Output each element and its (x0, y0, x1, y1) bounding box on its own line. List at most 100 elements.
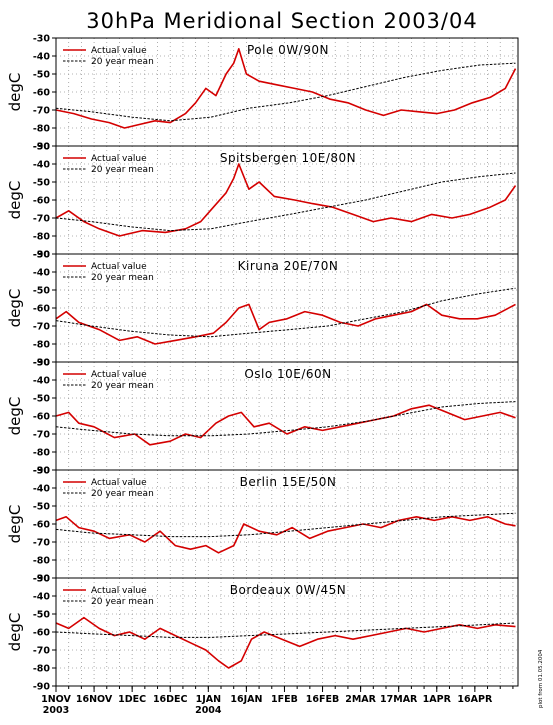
x-tick-label: 2MAR (345, 694, 376, 705)
y-tick-label: -40 (33, 484, 51, 495)
y-tick-label: -50 (33, 286, 51, 297)
y-tick-label: -50 (33, 394, 51, 405)
panel-0: -30 -40 -50 -60 -70 -80 -90 degC Actual value20 … (6, 34, 519, 153)
y-tick-label: -90 (33, 142, 51, 153)
panel-4: -30 -40 -50 -60 -70 -80 -90 degC Actual value20 … (6, 466, 519, 585)
y-tick-label: -70 (33, 538, 51, 549)
y-axis-label: degC (6, 505, 24, 544)
y-tick-label: -50 (33, 70, 51, 81)
panel-title: Spitsbergen 10E/80N (220, 151, 356, 165)
mean-line (55, 622, 516, 638)
legend-label: 20 year mean (91, 597, 154, 607)
y-tick-label: -30 (33, 358, 51, 369)
mean-line (55, 401, 516, 437)
legend-label: 20 year mean (91, 273, 154, 283)
legend-label: Actual value (91, 586, 147, 596)
y-tick-label: -30 (33, 574, 51, 585)
y-tick-label: -50 (33, 610, 51, 621)
y-axis-label: degC (6, 397, 24, 436)
x-tick-label: 17MAR (380, 694, 418, 705)
panel-1: -30 -40 -50 -60 -70 -80 -90 degC Actual value20 … (6, 142, 519, 261)
y-tick-label: -80 (33, 232, 51, 243)
actual-value-line (55, 404, 516, 446)
actual-value-line (55, 48, 517, 129)
y-tick-label: -80 (33, 556, 51, 567)
y-tick-label: -60 (33, 520, 51, 531)
x-tick-label: 1FEB (271, 694, 298, 705)
y-tick-label: -40 (33, 160, 51, 171)
y-tick-label: -70 (33, 322, 51, 333)
legend-label: 20 year mean (91, 165, 154, 175)
y-tick-label: -70 (33, 430, 51, 441)
y-tick-label: -50 (33, 178, 51, 189)
y-tick-label: -70 (33, 214, 51, 225)
panel-3: -30 -40 -50 -60 -70 -80 -90 degC Actual value20 … (6, 358, 519, 477)
actual-value-line (55, 616, 516, 669)
panel-title: Pole 0W/90N (247, 43, 329, 57)
mean-line (55, 172, 516, 232)
y-tick-label: -90 (33, 466, 51, 477)
y-tick-label: -60 (33, 88, 51, 99)
legend-label: Actual value (91, 478, 147, 488)
x-tick-label: 16FEB (306, 694, 339, 705)
x-tick-label: 1APR (423, 694, 452, 705)
panel-title: Berlin 15E/50N (240, 475, 337, 489)
x-tick-label: 1NOV (41, 694, 71, 705)
actual-value-line (55, 303, 516, 345)
legend-label: 20 year mean (91, 489, 154, 499)
panel-2: -30 -40 -50 -60 -70 -80 -90 degC Actual value20 … (6, 250, 519, 369)
y-tick-label: -80 (33, 124, 51, 135)
y-axis-label: degC (6, 73, 24, 112)
panel-5: -30 -40 -50 -60 -70 -80 -90 degC Actual value20 … (6, 574, 519, 693)
y-tick-label: -30 (33, 34, 51, 45)
y-axis-label: degC (6, 181, 24, 220)
x-tick-label: 16JAN (230, 694, 262, 705)
legend-label: Actual value (91, 262, 147, 272)
y-tick-label: -90 (33, 682, 51, 693)
y-axis-label: degC (6, 613, 24, 652)
plot-credit: plot from 01.05.2004 (538, 649, 544, 708)
y-tick-label: -70 (33, 106, 51, 117)
actual-value-line (55, 163, 517, 237)
y-tick-label: -40 (33, 592, 51, 603)
y-tick-label: -40 (33, 52, 51, 63)
y-tick-label: -80 (33, 448, 51, 459)
y-tick-label: -80 (33, 664, 51, 675)
y-tick-label: -30 (33, 250, 51, 261)
y-tick-label: -70 (33, 646, 51, 657)
y-tick-label: -40 (33, 376, 51, 387)
y-tick-label: -90 (33, 250, 51, 261)
y-tick-label: -90 (33, 358, 51, 369)
legend-label: Actual value (91, 46, 147, 56)
y-axis-label: degC (6, 289, 24, 328)
panel-frame (55, 577, 519, 687)
legend-label: 20 year mean (91, 57, 154, 67)
y-tick-label: -30 (33, 142, 51, 153)
mean-line (55, 287, 516, 338)
y-tick-label: -40 (33, 268, 51, 279)
y-tick-label: -60 (33, 412, 51, 423)
legend-label: Actual value (91, 154, 147, 164)
y-tick-label: -60 (33, 196, 51, 207)
y-tick-label: -60 (33, 628, 51, 639)
y-tick-label: -90 (33, 574, 51, 585)
x-tick-label: 16APR (457, 694, 493, 705)
y-tick-label: -50 (33, 502, 51, 513)
x-tick-label: 16NOV (76, 694, 113, 705)
y-tick-label: -60 (33, 304, 51, 315)
y-tick-label: -80 (33, 340, 51, 351)
y-tick-label: -30 (33, 466, 51, 477)
mean-line (55, 512, 516, 538)
x-tick-label: 16DEC (153, 694, 188, 705)
mean-line (55, 62, 516, 122)
panel-title: Bordeaux 0W/45N (230, 583, 346, 597)
legend-label: 20 year mean (91, 381, 154, 391)
x-tick-label: 1DEC (118, 694, 146, 705)
figure-title: 30hPa Meridional Section 2003/04 (86, 9, 477, 33)
x-tick-label: 2003 (43, 705, 69, 716)
panel-title: Kiruna 20E/70N (238, 259, 339, 273)
legend-label: Actual value (91, 370, 147, 380)
